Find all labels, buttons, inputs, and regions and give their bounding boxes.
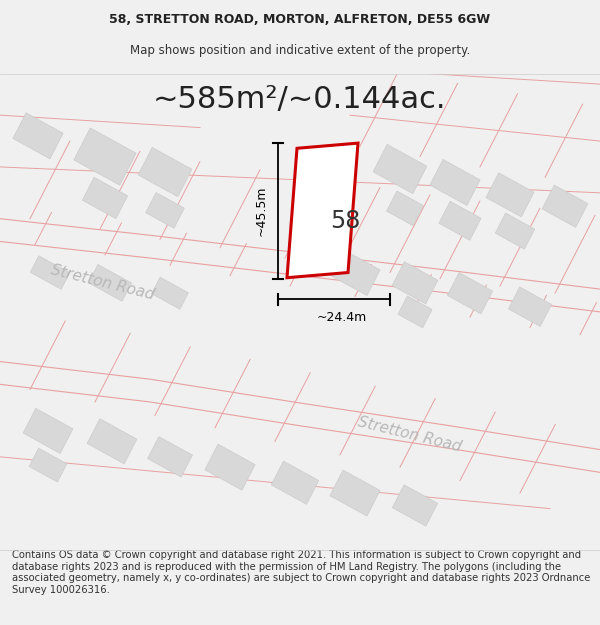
Polygon shape — [439, 201, 481, 240]
Polygon shape — [448, 272, 493, 314]
Polygon shape — [87, 419, 137, 464]
Polygon shape — [392, 485, 437, 526]
Polygon shape — [271, 461, 319, 504]
Polygon shape — [330, 470, 380, 516]
Text: Stretton Road: Stretton Road — [356, 414, 463, 454]
Polygon shape — [29, 448, 67, 482]
Text: Contains OS data © Crown copyright and database right 2021. This information is : Contains OS data © Crown copyright and d… — [12, 550, 590, 595]
Polygon shape — [31, 256, 70, 289]
Text: ~45.5m: ~45.5m — [254, 186, 268, 236]
Polygon shape — [74, 128, 136, 185]
Text: ~585m²/~0.144ac.: ~585m²/~0.144ac. — [153, 85, 447, 114]
Polygon shape — [486, 173, 534, 217]
Text: Stretton Road: Stretton Road — [50, 262, 157, 303]
Polygon shape — [287, 143, 358, 278]
Polygon shape — [138, 148, 192, 197]
Polygon shape — [386, 191, 424, 226]
Polygon shape — [373, 144, 427, 194]
Polygon shape — [392, 262, 438, 304]
Polygon shape — [152, 278, 188, 309]
Polygon shape — [89, 264, 131, 301]
Polygon shape — [508, 287, 551, 326]
Text: 58: 58 — [330, 209, 360, 232]
Polygon shape — [398, 296, 432, 328]
Polygon shape — [330, 249, 380, 296]
Polygon shape — [205, 444, 255, 490]
Text: 58, STRETTON ROAD, MORTON, ALFRETON, DE55 6GW: 58, STRETTON ROAD, MORTON, ALFRETON, DE5… — [109, 13, 491, 26]
Polygon shape — [146, 192, 184, 228]
Polygon shape — [82, 177, 128, 219]
Polygon shape — [148, 437, 193, 477]
Polygon shape — [13, 113, 63, 159]
Polygon shape — [495, 213, 535, 249]
Polygon shape — [542, 185, 588, 228]
Text: Map shows position and indicative extent of the property.: Map shows position and indicative extent… — [130, 44, 470, 58]
Text: ~24.4m: ~24.4m — [317, 311, 367, 324]
Polygon shape — [430, 159, 480, 206]
Polygon shape — [23, 408, 73, 454]
